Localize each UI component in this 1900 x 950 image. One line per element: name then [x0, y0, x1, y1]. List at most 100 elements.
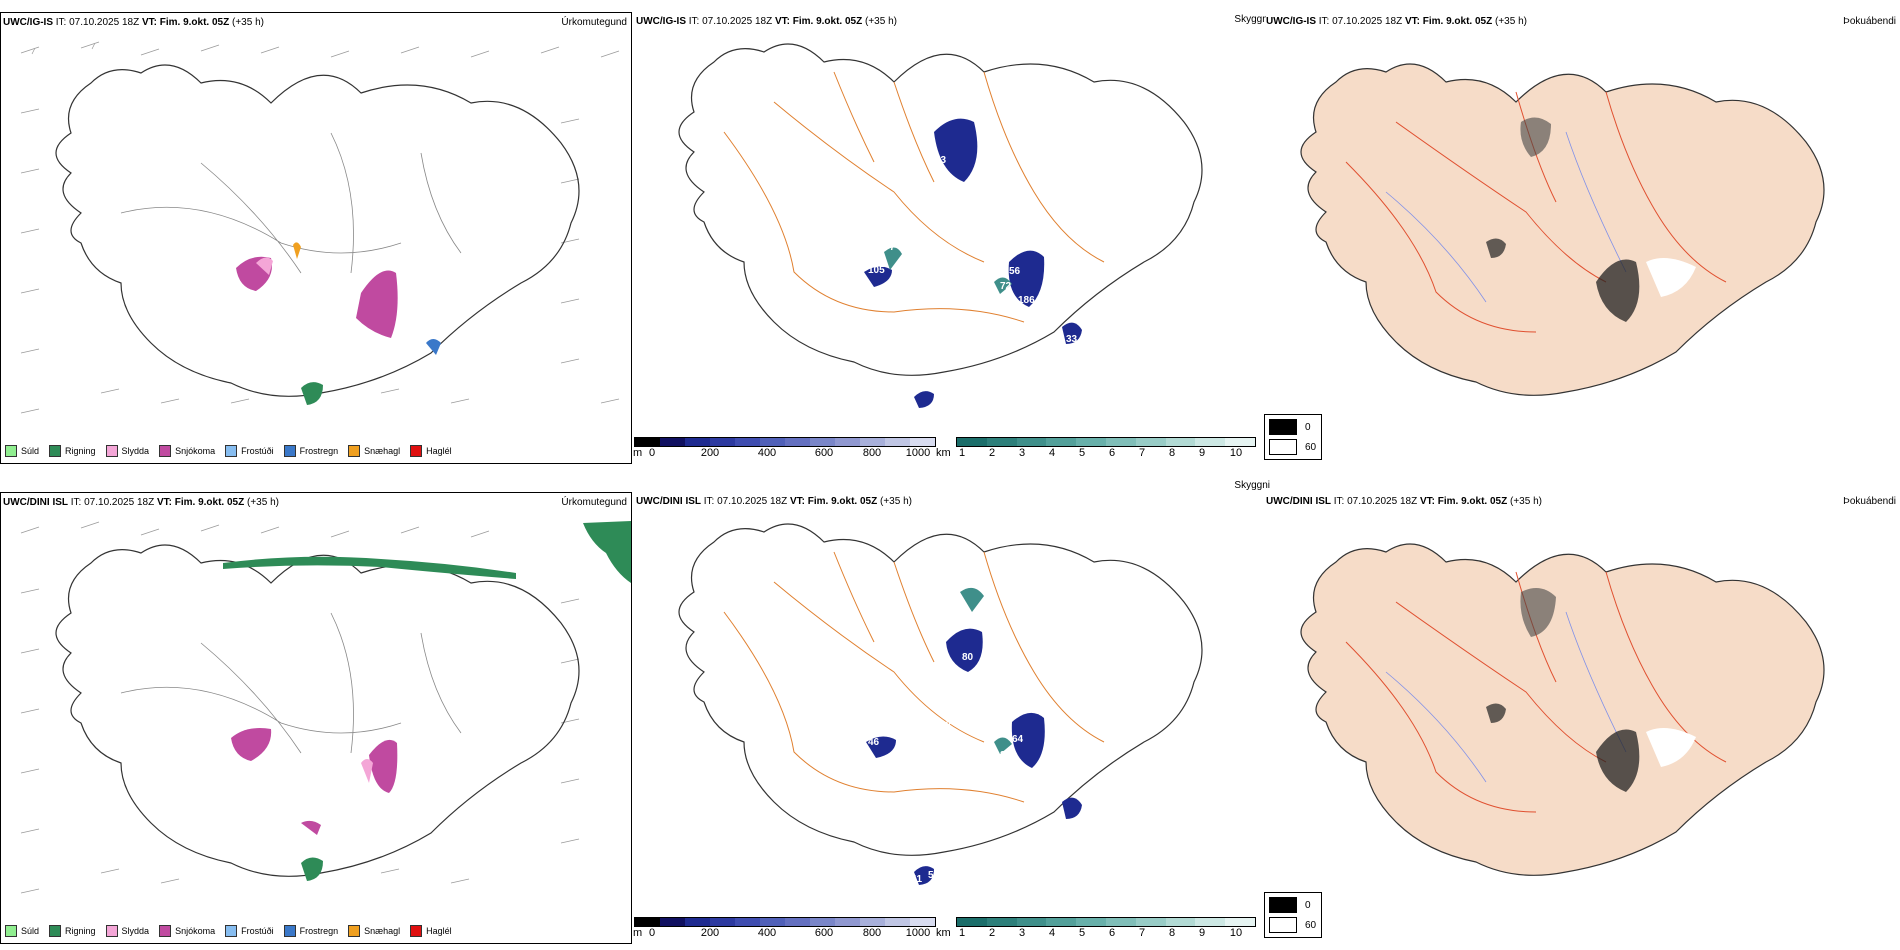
cloud-base-ticks: 0 200 400 600 800 1000	[634, 447, 936, 459]
visibility-map-row1	[678, 43, 1203, 408]
cbar-swatch	[835, 438, 860, 446]
fog-legend-item: 0	[1269, 419, 1311, 435]
tick-label: 0	[648, 447, 656, 459]
cbar-swatch	[1225, 918, 1255, 926]
tick-label: 8	[1168, 927, 1176, 939]
fog-legend-row1: 0 60	[1264, 414, 1322, 460]
cloud-base-label: 53	[992, 726, 1004, 737]
precip-title-row2: UWC/DINI ISL IT: 07.10.2025 18Z VT: Fim.…	[3, 497, 279, 508]
visibility-swatches	[956, 917, 1256, 927]
legend-swatch	[283, 445, 296, 457]
cloud-base-label: 41	[911, 874, 923, 885]
cloud-base-label: 64	[1012, 734, 1024, 745]
cloud-base-swatches	[634, 917, 936, 927]
cloud-area-4	[914, 391, 934, 408]
cbar-swatch	[810, 438, 835, 446]
visibility-panel-row2: 162 80 74 62 64 80 59 41 53 46 UWC/DINI …	[633, 480, 1270, 944]
fog-map-row1	[1300, 63, 1825, 396]
precip-legend-row1: Súld Rigning Slydda Snjókoma Frostúði Fr…	[5, 445, 452, 457]
tick-label: 7	[1138, 447, 1146, 459]
cloud-area-2	[1011, 712, 1045, 768]
legend-swatch	[159, 445, 172, 457]
cbar-swatch	[1165, 918, 1196, 926]
legend-swatch	[348, 925, 361, 937]
precip-legend-row2: Súld Rigning Slydda Snjókoma Frostúði Fr…	[5, 925, 452, 937]
legend-swatch	[225, 445, 238, 457]
legend-swatch	[410, 445, 423, 457]
fog-legend-item: 0	[1269, 897, 1311, 913]
fog-area-4	[1646, 258, 1696, 297]
visibility-colorbar-row1: km 1 2 3 4 5 6 7 8 9 10	[936, 437, 1256, 459]
legend-swatch	[49, 925, 62, 937]
legend-item: Snæhagl	[348, 925, 400, 937]
legend-item: Haglél	[410, 925, 452, 937]
tick-label: 1000	[905, 927, 931, 939]
legend-swatch	[49, 445, 62, 457]
cbar-swatch	[785, 918, 810, 926]
vis-area-1	[884, 247, 902, 270]
legend-item: Snæhagl	[348, 445, 400, 457]
visibility-unit: km	[936, 447, 951, 459]
fog-legend-item: 60	[1269, 917, 1316, 933]
legend-item: Súld	[5, 445, 39, 457]
fog-area-2	[1520, 588, 1556, 637]
fog-legend-swatch	[1269, 439, 1297, 455]
cloud-base-ticks: 0 200 400 600 800 1000	[634, 927, 936, 939]
fog-title-row1: UWC/IG-IS IT: 07.10.2025 18Z VT: Fim. 9.…	[1266, 16, 1527, 27]
wind-barbs	[20, 41, 620, 414]
cbar-swatch	[635, 438, 660, 446]
fog-legend-swatch	[1269, 917, 1297, 933]
cloud-base-label: 80	[962, 652, 974, 663]
cloud-base-label: 162	[1062, 564, 1079, 575]
tick-label: 6	[1108, 447, 1116, 459]
visibility-swatches	[956, 437, 1256, 447]
tick-label: 6	[1108, 927, 1116, 939]
cbar-swatch	[785, 438, 810, 446]
cbar-swatch	[635, 918, 660, 926]
snow-area-3	[301, 820, 321, 835]
fog-label-row2: Þokuábendi	[1843, 496, 1896, 507]
legend-item: Snjókoma	[159, 445, 215, 457]
tick-label: 8	[1168, 447, 1176, 459]
cbar-swatch	[1046, 438, 1077, 446]
cloud-base-label: 59	[928, 870, 940, 881]
cbar-swatch	[685, 438, 710, 446]
tick-label: 1	[958, 927, 966, 939]
precip-map-row2	[20, 521, 631, 894]
cbar-swatch	[860, 438, 885, 446]
legend-swatch	[105, 925, 118, 937]
tick-label: 800	[862, 927, 882, 939]
cloud-base-label: 78	[940, 247, 952, 258]
cbar-swatch	[1046, 918, 1077, 926]
fog-area-1	[1596, 259, 1640, 322]
cbar-swatch	[957, 918, 987, 926]
visibility-ticks: 1 2 3 4 5 6 7 8 9 10	[956, 927, 1256, 939]
cloud-base-label: 49	[928, 380, 940, 391]
cloud-base-label: 74	[882, 714, 894, 725]
fog-label-row1: Þokuábendi	[1843, 16, 1896, 27]
cloud-base-label: 8	[909, 384, 915, 395]
legend-item: Slydda	[105, 445, 149, 457]
iceland-outline	[55, 64, 580, 397]
iceland-land	[1300, 543, 1825, 876]
cloud-base-label: 105	[868, 265, 885, 276]
iceland-outline	[55, 544, 580, 877]
tick-label: 400	[757, 927, 777, 939]
cbar-swatch	[735, 438, 760, 446]
cloud-base-label: 33	[1066, 334, 1078, 345]
fog-area-3	[1486, 238, 1506, 258]
tick-label: 5	[1078, 927, 1086, 939]
fog-legend-swatch	[1269, 897, 1297, 913]
cbar-swatch	[660, 918, 685, 926]
cloud-labels-row1: 83 79 77 105 78 56 72 186 33 49 8	[634, 12, 1264, 432]
cbar-swatch	[660, 438, 685, 446]
cloud-area-1	[946, 628, 983, 672]
cbar-swatch	[910, 438, 935, 446]
tick-label: 4	[1048, 927, 1056, 939]
cloud-base-unit: m	[633, 447, 643, 459]
cbar-swatch	[1076, 918, 1106, 926]
visibility-colorbar-row2: km 1 2 3 4 5 6 7 8 9 10	[936, 917, 1256, 939]
precip-panel-row2: UWC/DINI ISL IT: 07.10.2025 18Z VT: Fim.…	[0, 492, 632, 944]
tick-label: 200	[700, 447, 720, 459]
cbar-swatch	[1135, 438, 1166, 446]
